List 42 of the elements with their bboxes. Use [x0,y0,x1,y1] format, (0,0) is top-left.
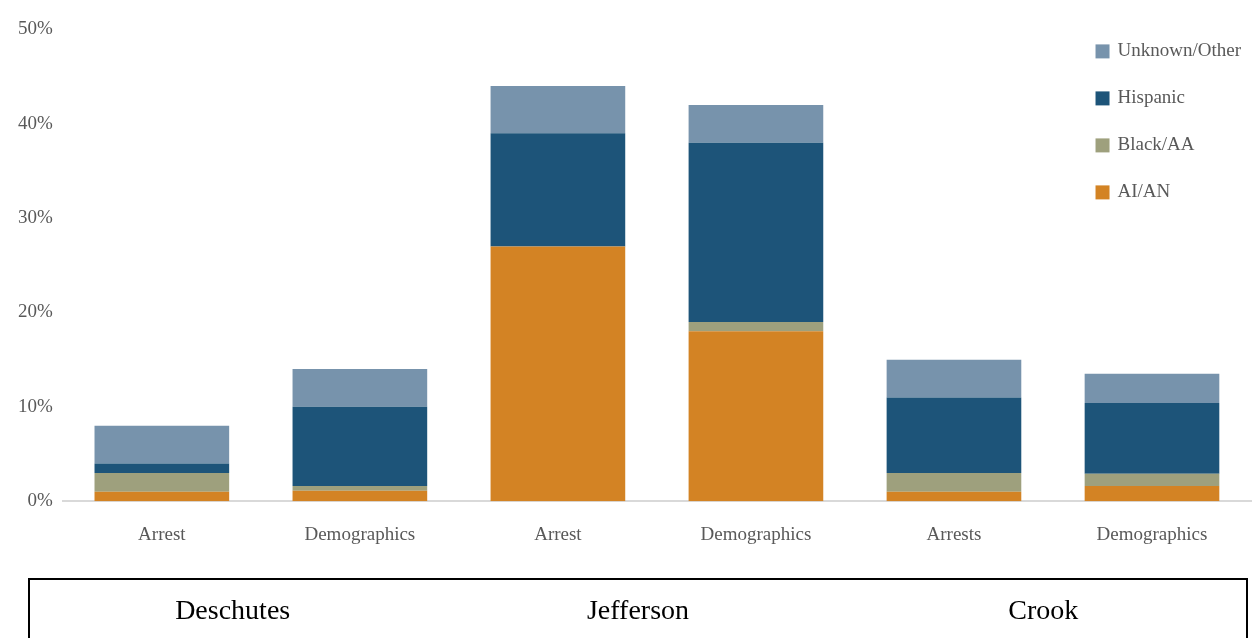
bar [94,491,230,502]
x-tick-label: Demographics [1096,522,1208,544]
bar [292,490,428,502]
y-tick-label: 30% [18,206,53,228]
bar [94,472,230,492]
bar [1084,486,1220,502]
x-tick-label: Demographics [700,522,812,544]
bar [688,321,824,332]
legend-label: AI/AN [1117,180,1171,202]
bar [292,406,428,487]
bar [292,486,428,491]
text: Jefferson [585,593,691,627]
bar [1084,473,1220,487]
bar [688,142,824,322]
legend-label: Black/AA [1117,133,1195,155]
bar [886,472,1022,492]
x-tick-label: Arrest [534,522,583,544]
y-tick-label: 40% [18,111,53,133]
bar [886,397,1022,473]
bar [94,425,230,464]
y-tick-label: 10% [18,394,53,416]
bar [94,463,230,473]
bar [490,133,626,247]
legend-label: Unknown/Other [1117,39,1242,61]
bar [490,246,626,502]
text: Deschutes [174,593,292,627]
y-tick-label: 50% [18,17,53,39]
x-tick-label: Arrests [926,522,982,544]
legend-label: Hispanic [1117,86,1186,108]
y-tick-label: 20% [18,300,53,322]
bar [490,86,626,134]
bar [292,369,428,407]
x-tick-label: Demographics [304,522,416,544]
bar [688,331,824,502]
bar [1084,403,1220,474]
bar [886,491,1022,502]
bar [688,104,824,143]
bar [1084,373,1220,404]
y-tick-label: 0% [27,489,53,511]
bar [886,359,1022,398]
x-tick-label: Arrest [138,522,187,544]
text: Crook [1007,593,1080,627]
